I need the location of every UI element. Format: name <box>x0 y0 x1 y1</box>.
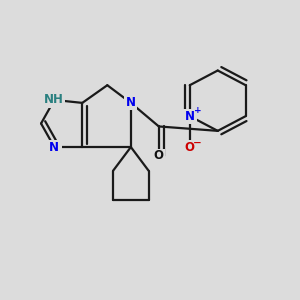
Text: O: O <box>154 149 164 162</box>
Text: N: N <box>185 110 195 123</box>
Text: +: + <box>194 106 202 115</box>
FancyBboxPatch shape <box>43 92 65 108</box>
FancyBboxPatch shape <box>124 95 137 110</box>
Text: −: − <box>193 138 202 148</box>
FancyBboxPatch shape <box>153 148 165 163</box>
Text: N: N <box>126 96 136 110</box>
Text: O: O <box>185 141 195 154</box>
Text: NH: NH <box>44 93 64 106</box>
FancyBboxPatch shape <box>182 109 197 124</box>
Text: N: N <box>49 141 59 154</box>
FancyBboxPatch shape <box>184 140 196 154</box>
FancyBboxPatch shape <box>47 140 62 154</box>
